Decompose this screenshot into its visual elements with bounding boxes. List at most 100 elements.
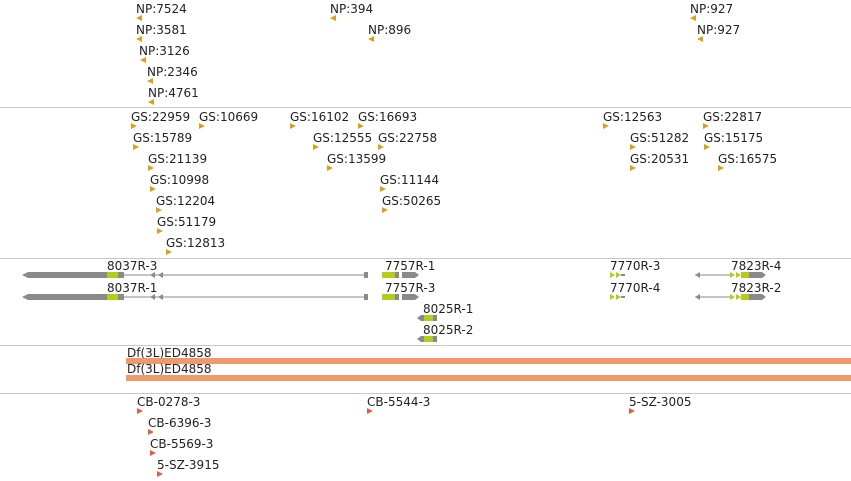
gene-model-7770R-3[interactable] xyxy=(610,272,625,278)
insertion-marker-icon[interactable] xyxy=(133,144,139,150)
insertion-marker-icon[interactable] xyxy=(199,123,205,129)
insertion-marker-icon[interactable] xyxy=(327,165,333,171)
gene-label[interactable]: 7757R-3 xyxy=(385,281,436,295)
gs-insertion-label[interactable]: GS:51179 xyxy=(157,215,217,229)
gs-insertion-label[interactable]: GS:16102 xyxy=(290,110,350,124)
insertion-marker-icon[interactable] xyxy=(313,144,319,150)
insertion-marker-icon[interactable] xyxy=(380,186,386,192)
insertion-marker-icon[interactable] xyxy=(330,15,336,21)
gs-insertion-label[interactable]: GS:12555 xyxy=(313,131,373,145)
np-insertion-label[interactable]: NP:927 xyxy=(697,23,741,37)
gs-insertion-label[interactable]: GS:12204 xyxy=(156,194,216,208)
gene-label[interactable]: 7770R-4 xyxy=(610,281,661,295)
gs-insertion-label[interactable]: GS:12563 xyxy=(603,110,663,124)
deletion-label[interactable]: Df(3L)ED4858 xyxy=(127,346,212,360)
gene-label[interactable]: 7770R-3 xyxy=(610,259,661,273)
insertion-marker-icon[interactable] xyxy=(630,144,636,150)
np-insertion-label[interactable]: NP:3126 xyxy=(139,44,190,58)
insertion-marker-icon[interactable] xyxy=(150,450,156,456)
insertion-marker-icon[interactable] xyxy=(690,15,696,21)
gs-insertion-label[interactable]: GS:22817 xyxy=(703,110,763,124)
insertion-marker-icon[interactable] xyxy=(131,123,137,129)
insertion-marker-icon[interactable] xyxy=(697,36,703,42)
cb-insertion-label[interactable]: CB-6396-3 xyxy=(148,416,212,430)
gene-label[interactable]: 7757R-1 xyxy=(385,259,436,273)
gs-insertion-label[interactable]: GS:51282 xyxy=(630,131,690,145)
gene-model-8025R-2[interactable] xyxy=(417,336,437,342)
gene-model-8037R-3[interactable] xyxy=(22,272,368,278)
gene-model-7823R-4[interactable] xyxy=(695,272,766,278)
insertion-marker-icon[interactable] xyxy=(136,15,142,21)
insertion-marker-icon[interactable] xyxy=(603,123,609,129)
cb-insertion-label[interactable]: CB-5544-3 xyxy=(367,395,431,409)
gs-insertion-label[interactable]: GS:16575 xyxy=(718,152,778,166)
track-divider xyxy=(0,393,851,394)
insertion-marker-icon[interactable] xyxy=(148,99,154,105)
gs-insertion-label[interactable]: GS:10998 xyxy=(150,173,210,187)
gene-label[interactable]: 7823R-4 xyxy=(731,259,782,273)
insertion-marker-icon[interactable] xyxy=(704,144,710,150)
gene-label[interactable]: 7823R-2 xyxy=(731,281,782,295)
gene-model-7757R-1[interactable] xyxy=(382,272,419,278)
insertion-marker-icon[interactable] xyxy=(148,165,154,171)
gene-label[interactable]: 8037R-3 xyxy=(107,259,158,273)
insertion-marker-icon[interactable] xyxy=(358,123,364,129)
gs-insertion-label[interactable]: GS:15789 xyxy=(133,131,193,145)
gene-model-8025R-1[interactable] xyxy=(417,315,437,321)
gs-insertion-label[interactable]: GS:16693 xyxy=(358,110,418,124)
gs-insertion-label[interactable]: GS:13599 xyxy=(327,152,387,166)
gs-insertion-label[interactable]: GS:12813 xyxy=(166,236,226,250)
insertion-marker-icon[interactable] xyxy=(382,207,388,213)
gs-insertion-label[interactable]: GS:22959 xyxy=(131,110,191,124)
insertion-marker-icon[interactable] xyxy=(367,408,373,414)
deletion-bar[interactable] xyxy=(126,358,851,364)
insertion-marker-icon[interactable] xyxy=(629,408,635,414)
gs-insertion-label[interactable]: GS:22758 xyxy=(378,131,438,145)
np-insertion-label[interactable]: NP:394 xyxy=(330,2,374,16)
insertion-marker-icon[interactable] xyxy=(150,186,156,192)
deletion-label[interactable]: Df(3L)ED4858 xyxy=(127,362,212,376)
gene-model-7823R-2[interactable] xyxy=(695,294,766,300)
insertion-marker-icon[interactable] xyxy=(718,165,724,171)
gs-insertion-label[interactable]: GS:15175 xyxy=(704,131,764,145)
deletion-bar[interactable] xyxy=(126,375,851,381)
gene-label[interactable]: 8025R-1 xyxy=(423,302,474,316)
np-insertion-label[interactable]: NP:4761 xyxy=(148,86,199,100)
insertion-marker-icon[interactable] xyxy=(378,144,384,150)
insertion-marker-icon[interactable] xyxy=(147,78,153,84)
np-insertion-label[interactable]: NP:2346 xyxy=(147,65,198,79)
gene-label[interactable]: 8025R-2 xyxy=(423,323,474,337)
gene-model-7757R-3[interactable] xyxy=(382,294,419,300)
insertion-marker-icon[interactable] xyxy=(630,165,636,171)
gs-insertion-label[interactable]: GS:50265 xyxy=(382,194,442,208)
insertion-marker-icon[interactable] xyxy=(156,207,162,213)
cb-insertion-label[interactable]: 5-SZ-3915 xyxy=(157,458,220,472)
gs-insertion-label[interactable]: GS:21139 xyxy=(148,152,208,166)
np-insertion-label[interactable]: NP:3581 xyxy=(136,23,187,37)
track-divider xyxy=(0,258,851,259)
insertion-marker-icon[interactable] xyxy=(290,123,296,129)
insertion-marker-icon[interactable] xyxy=(140,57,146,63)
cb-insertion-label[interactable]: CB-0278-3 xyxy=(137,395,201,409)
gs-insertion-label[interactable]: GS:20531 xyxy=(630,152,690,166)
gs-insertion-label[interactable]: GS:11144 xyxy=(380,173,440,187)
insertion-marker-icon[interactable] xyxy=(166,249,172,255)
insertion-marker-icon[interactable] xyxy=(157,228,163,234)
gene-model-7770R-4[interactable] xyxy=(610,294,625,300)
insertion-marker-icon[interactable] xyxy=(148,429,154,435)
gs-insertion-label[interactable]: GS:10669 xyxy=(199,110,259,124)
gene-model-8037R-1[interactable] xyxy=(22,294,368,300)
cb-insertion-label[interactable]: 5-SZ-3005 xyxy=(629,395,692,409)
insertion-marker-icon[interactable] xyxy=(136,36,142,42)
insertion-marker-icon[interactable] xyxy=(157,471,163,477)
insertion-marker-icon[interactable] xyxy=(368,36,374,42)
gene-label[interactable]: 8037R-1 xyxy=(107,281,158,295)
np-insertion-label[interactable]: NP:7524 xyxy=(136,2,187,16)
insertion-marker-icon[interactable] xyxy=(137,408,143,414)
np-insertion-label[interactable]: NP:896 xyxy=(368,23,412,37)
np-insertion-label[interactable]: NP:927 xyxy=(690,2,734,16)
insertion-marker-icon[interactable] xyxy=(703,123,709,129)
cb-insertion-label[interactable]: CB-5569-3 xyxy=(150,437,214,451)
